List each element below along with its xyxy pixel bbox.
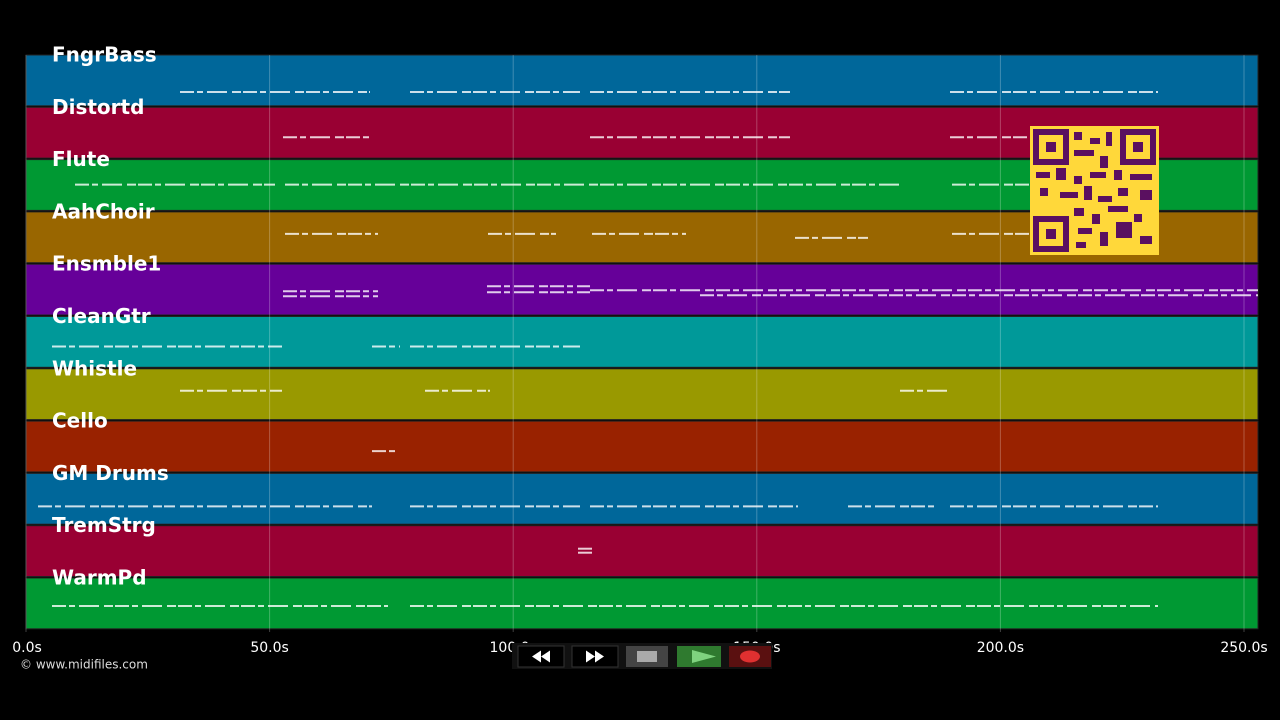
stop-button[interactable] xyxy=(626,646,668,667)
track-name: Flute xyxy=(52,147,110,171)
time-tick-label: 0.0s xyxy=(12,640,42,656)
time-tick-label: 50.0s xyxy=(250,640,288,656)
track-lane xyxy=(25,420,1259,473)
track-lane xyxy=(25,472,1259,525)
track-name: Cello xyxy=(52,409,108,433)
time-tick-label: 250.0s xyxy=(1220,640,1267,656)
track-lane xyxy=(25,368,1259,421)
credit: © www.midifiles.com xyxy=(20,658,148,672)
forward-button[interactable] xyxy=(571,645,619,668)
grid xyxy=(25,55,1245,632)
notes xyxy=(38,91,1258,607)
track-name: Whistle xyxy=(52,356,137,380)
track-name: FngrBass xyxy=(52,43,157,67)
track-name: Ensmble1 xyxy=(52,252,161,276)
track-name: GM Drums xyxy=(52,461,169,485)
qr-code xyxy=(1030,126,1159,255)
play-button[interactable] xyxy=(677,646,721,667)
track-name: CleanGtr xyxy=(52,304,151,328)
track-lane xyxy=(25,54,1259,107)
track-name: TremStrg xyxy=(52,513,156,537)
track-name: Distortd xyxy=(52,95,144,119)
track-name: AahChoir xyxy=(52,199,155,223)
rewind-button[interactable] xyxy=(517,645,565,668)
record-button[interactable] xyxy=(729,646,771,667)
track-name: WarmPd xyxy=(52,566,147,590)
track-lane xyxy=(25,316,1259,368)
time-tick-label: 200.0s xyxy=(977,640,1024,656)
transport-bar xyxy=(512,643,772,669)
track-lane xyxy=(25,525,1259,578)
track-lane xyxy=(25,577,1259,630)
